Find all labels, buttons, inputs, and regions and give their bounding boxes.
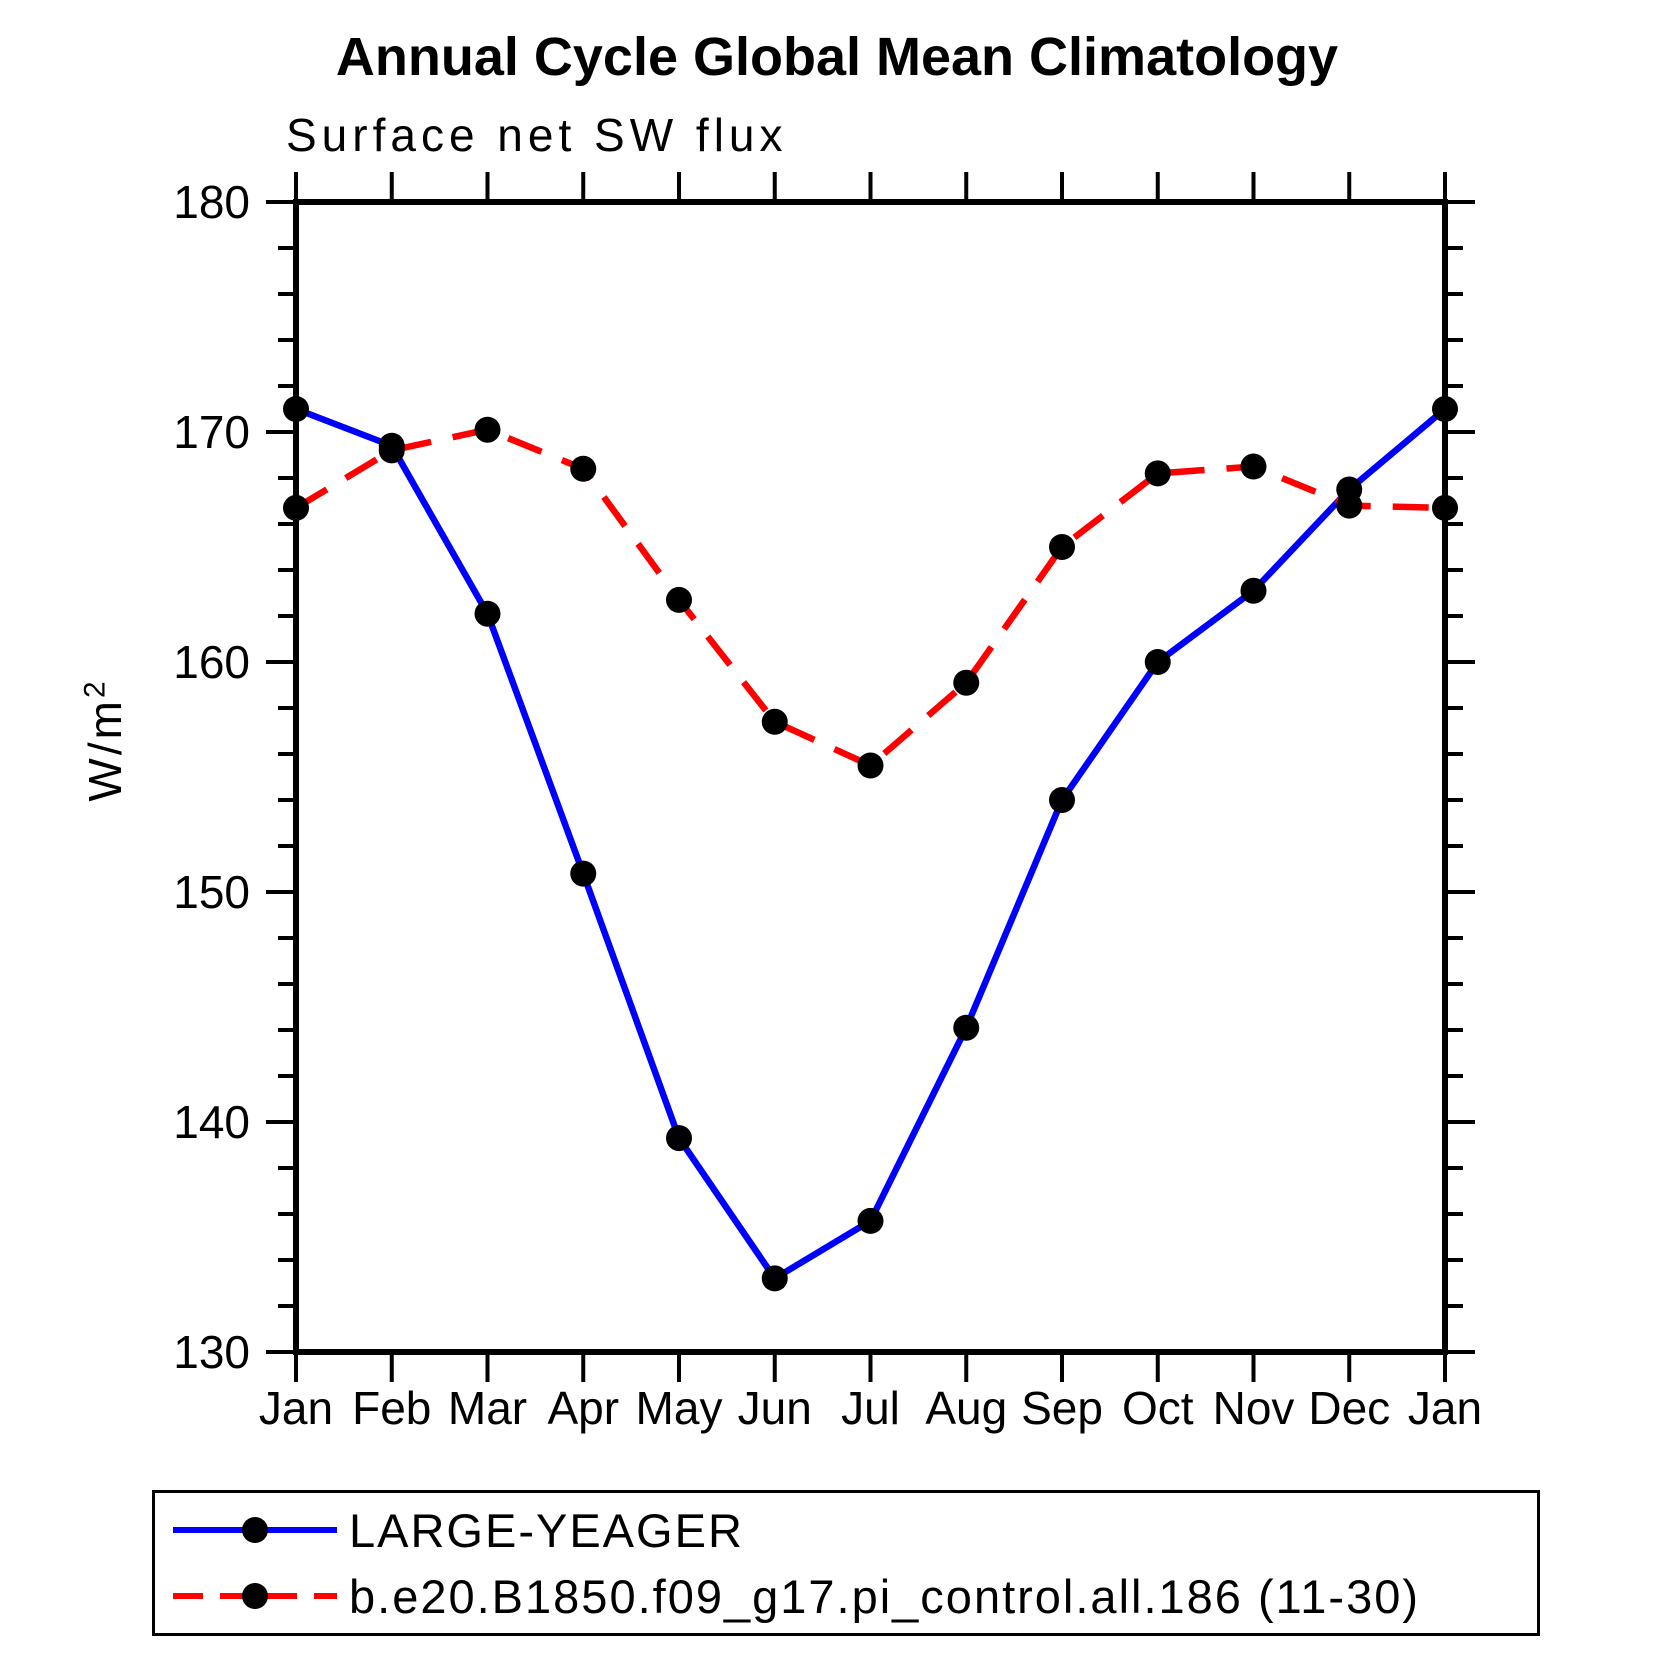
- legend-line-sample-solid: [173, 1517, 337, 1543]
- data-point-marker: [283, 494, 309, 521]
- chart-title: Annual Cycle Global Mean Climatology: [335, 27, 1339, 87]
- x-tick-label: Dec: [1308, 1382, 1390, 1434]
- legend-marker-icon: [242, 1583, 268, 1609]
- x-tick-label: Aug: [925, 1382, 1007, 1434]
- x-tick-label: Apr: [547, 1382, 619, 1434]
- x-tick-label: Jan: [1408, 1382, 1482, 1434]
- data-point-marker: [1144, 460, 1171, 487]
- x-tick-label: May: [636, 1382, 723, 1434]
- data-point-marker: [1240, 453, 1267, 480]
- x-tick-label: Nov: [1213, 1382, 1295, 1434]
- y-tick-label: 160: [173, 636, 250, 688]
- data-point-marker: [1049, 787, 1075, 813]
- series-line-model-run: [294, 426, 1446, 770]
- data-point-marker: [1432, 494, 1458, 521]
- x-tick-label: Sep: [1021, 1382, 1103, 1434]
- y-tick-label: 170: [173, 406, 250, 458]
- x-tick-label: Jun: [738, 1382, 812, 1434]
- legend-item-large-yeager: LARGE-YEAGER: [167, 1503, 1537, 1557]
- data-point-marker: [761, 708, 788, 735]
- chart-subtitle: Surface net SW flux: [286, 109, 788, 161]
- data-point-marker: [570, 455, 597, 482]
- y-tick-label: 140: [173, 1096, 250, 1148]
- data-point-marker: [1432, 396, 1458, 422]
- legend-label-model-run: b.e20.B1850.f09_g17.pi_control.all.186 (…: [349, 1569, 1421, 1623]
- legend-marker-icon: [242, 1517, 268, 1543]
- x-tick-label: Jul: [841, 1382, 900, 1434]
- data-point-marker: [1144, 649, 1171, 675]
- y-tick-label: 150: [173, 866, 250, 918]
- data-point-marker: [857, 1207, 884, 1234]
- x-tick-label: Mar: [448, 1382, 527, 1434]
- data-point-marker: [474, 416, 501, 443]
- data-point-marker: [570, 860, 597, 887]
- data-point-marker: [1336, 492, 1363, 519]
- data-point-marker: [283, 396, 309, 422]
- legend-line-sample-dashed: [173, 1583, 337, 1609]
- x-tick-label: Oct: [1122, 1382, 1194, 1434]
- x-tick-label: Jan: [259, 1382, 333, 1434]
- data-point-marker: [666, 586, 692, 613]
- y-tick-label: 180: [173, 176, 250, 228]
- series-line-large-yeager: [294, 405, 1448, 1283]
- data-point-marker: [1049, 534, 1075, 560]
- data-point-marker: [953, 1014, 980, 1041]
- data-point-marker: [378, 437, 405, 464]
- data-point-marker: [761, 1265, 788, 1292]
- data-point-marker: [1240, 577, 1267, 604]
- data-point-marker: [666, 1125, 692, 1152]
- x-tick-label: Feb: [352, 1382, 431, 1434]
- data-point-marker: [474, 600, 501, 627]
- y-tick-label: 130: [173, 1326, 250, 1378]
- legend-item-model-run: b.e20.B1850.f09_g17.pi_control.all.186 (…: [167, 1569, 1537, 1623]
- legend-label-large-yeager: LARGE-YEAGER: [349, 1503, 744, 1557]
- data-point-marker: [857, 752, 884, 779]
- data-point-marker: [953, 669, 980, 696]
- legend: LARGE-YEAGER b.e20.B1850.f09_g17.pi_cont…: [152, 1490, 1540, 1636]
